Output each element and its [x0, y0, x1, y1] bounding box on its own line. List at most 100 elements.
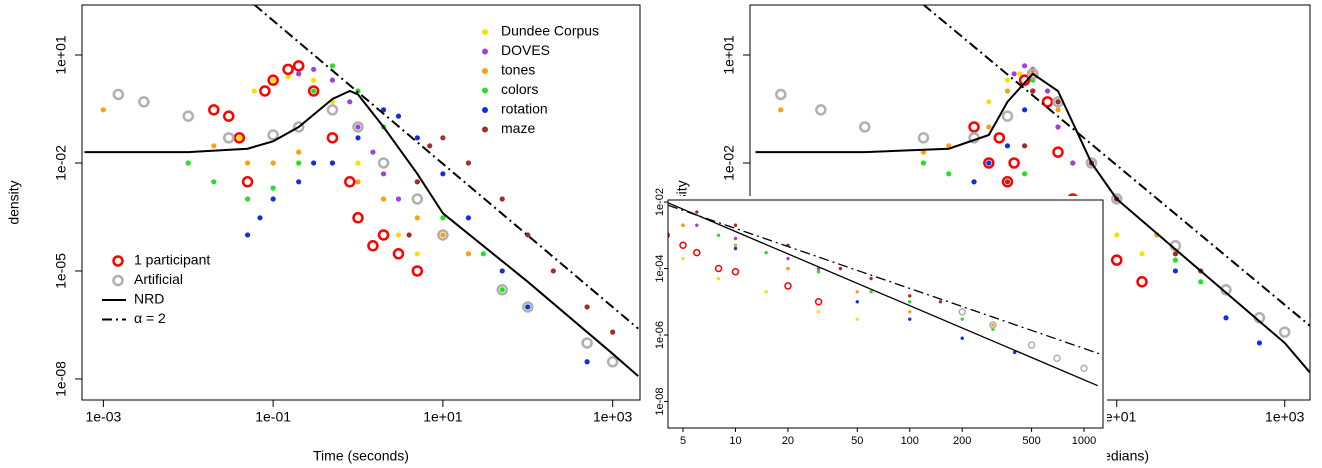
data-point: [525, 304, 531, 310]
data-point: [584, 359, 590, 365]
data-point: [1110, 254, 1123, 266]
data-point: [681, 256, 685, 261]
data-point: [241, 176, 254, 188]
data-point: [855, 300, 859, 304]
x-tick-label: 10: [729, 435, 741, 447]
y-tick-label: 1e-02: [53, 145, 69, 181]
data-point: [1114, 232, 1120, 238]
data-point: [182, 110, 195, 122]
data-point: [329, 63, 336, 69]
data-point: [1001, 110, 1014, 122]
legend-symbol: [112, 255, 124, 267]
data-point: [1004, 88, 1011, 94]
data-point: [499, 287, 505, 293]
data-point: [414, 179, 420, 185]
data-point: [395, 232, 402, 238]
data-point: [1172, 251, 1179, 257]
data-point: [968, 121, 980, 133]
data-point: [1008, 157, 1020, 169]
data-point: [681, 223, 685, 227]
data-point: [427, 143, 433, 149]
data-point: [355, 124, 361, 130]
data-point: [786, 256, 790, 261]
data-point: [1172, 257, 1179, 263]
data-point: [581, 337, 593, 349]
data-point: [251, 88, 257, 94]
data-point: [983, 157, 995, 169]
data-point: [285, 74, 291, 80]
data-point: [377, 157, 390, 169]
data-point: [1055, 124, 1061, 130]
data-point: [440, 215, 446, 221]
data-point: [869, 276, 873, 281]
legend-label: maze: [501, 120, 535, 136]
data-point: [814, 298, 823, 306]
series-line: [755, 72, 1310, 374]
data-point: [816, 310, 821, 314]
data-point: [244, 196, 251, 202]
y-tick-label: 1e-02: [654, 188, 666, 216]
data-point: [693, 248, 701, 257]
data-point: [465, 215, 472, 221]
data-point: [1052, 146, 1064, 158]
legend-label: Dundee Corpus: [501, 23, 599, 39]
y-axis-label: density: [6, 180, 22, 224]
data-point: [414, 251, 420, 257]
data-point: [296, 71, 302, 77]
data-point: [1022, 107, 1028, 113]
data-point: [733, 243, 738, 247]
data-point: [1001, 176, 1014, 188]
data-point: [292, 121, 305, 133]
x-tick-label: 1e+01: [423, 409, 463, 425]
y-tick-label: 1e+01: [53, 35, 69, 75]
data-point: [778, 107, 784, 113]
data-point: [100, 107, 106, 113]
legend-label: Artificial: [134, 271, 183, 287]
x-tick-label: 1e-03: [85, 409, 121, 425]
data-point: [1172, 268, 1179, 274]
data-point: [440, 232, 446, 238]
data-point: [380, 196, 387, 202]
data-point: [550, 268, 556, 274]
data-point: [138, 96, 150, 108]
y-tick-label: 1e-04: [654, 254, 666, 282]
series-line: [668, 202, 1099, 387]
data-point: [1004, 143, 1011, 149]
y-tick-label: 1e-05: [53, 253, 69, 289]
data-point: [326, 104, 339, 116]
data-point: [380, 107, 387, 113]
data-point: [236, 135, 242, 141]
data-point: [440, 135, 446, 141]
data-point: [1022, 143, 1028, 149]
plot-area: [668, 202, 1103, 387]
legend-symbol: [482, 48, 488, 55]
legend-symbol: [482, 107, 488, 113]
data-point: [344, 176, 356, 188]
x-tick-label: 1e-01: [255, 409, 291, 425]
data-point: [716, 233, 721, 237]
data-point: [522, 301, 534, 313]
x-tick-label: 500: [1022, 435, 1040, 447]
series-line: [922, 5, 1310, 327]
data-point: [714, 264, 723, 273]
data-point: [731, 267, 740, 276]
data-point: [414, 135, 420, 141]
data-point: [355, 179, 361, 185]
data-point: [296, 149, 302, 155]
data-point: [185, 160, 191, 166]
data-point: [1012, 350, 1017, 355]
data-point: [267, 129, 279, 141]
y-tick-label: 1e-08: [53, 361, 69, 397]
data-point: [695, 210, 699, 214]
legend-label: tones: [501, 62, 535, 78]
data-point: [1053, 354, 1061, 363]
legend-label: NRD: [134, 291, 164, 307]
data-point: [784, 282, 792, 290]
data-point: [270, 185, 276, 191]
data-point: [1198, 279, 1204, 285]
legend-label: 1 participant: [134, 252, 210, 268]
data-point: [480, 251, 486, 257]
data-point: [986, 160, 992, 166]
data-point: [815, 104, 827, 116]
